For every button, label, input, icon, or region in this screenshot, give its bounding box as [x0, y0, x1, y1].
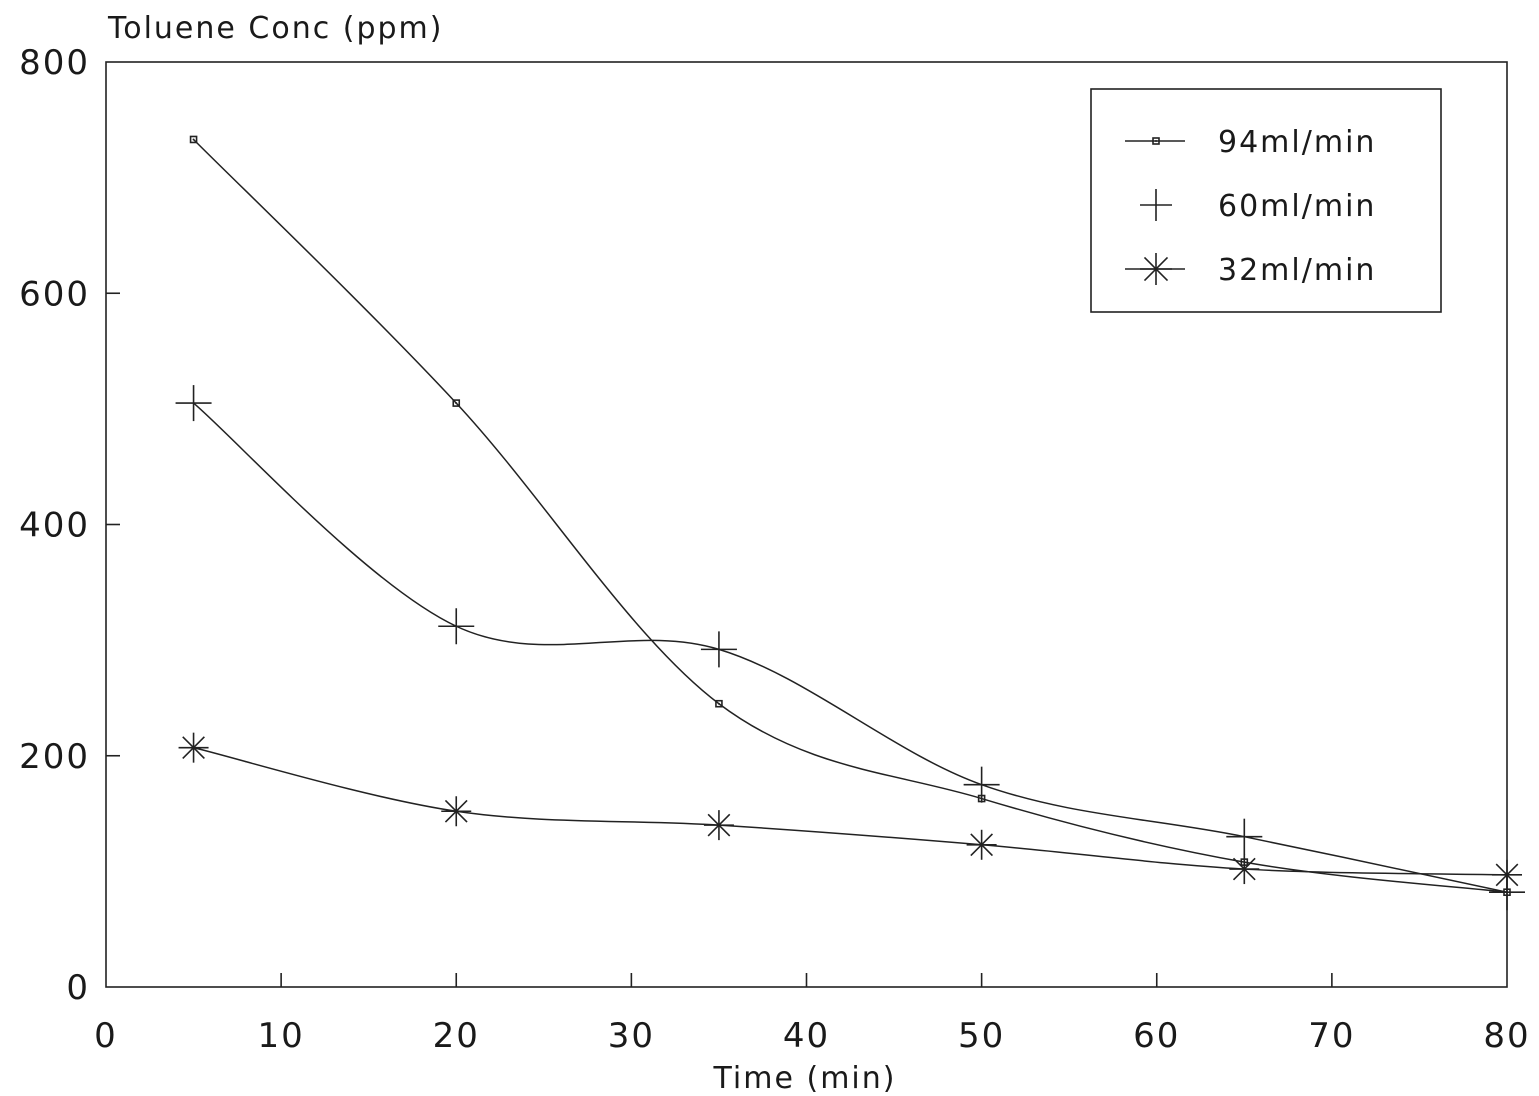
legend: 94ml/min 60ml/min 32ml/min: [1090, 88, 1442, 313]
data-point: [1226, 818, 1263, 855]
data-point: [1229, 854, 1260, 885]
x-tick-label: 40: [783, 1016, 830, 1056]
axis-ticks: [106, 292, 1333, 987]
series-group: [175, 135, 1525, 911]
y-tick-label: 200: [19, 737, 90, 777]
data-point: [189, 135, 198, 144]
data-point: [452, 399, 461, 407]
legend-box: [1090, 88, 1442, 313]
series-line: [193, 402, 1508, 893]
legend-items: 94ml/min 60ml/min 32ml/min: [1125, 125, 1376, 288]
series-60ml-min: [175, 385, 1525, 911]
series-32ml-min: [178, 732, 1522, 890]
legend-marker: [1140, 189, 1172, 221]
data-point: [175, 385, 212, 422]
series-line: [193, 746, 1508, 876]
y-tick-label: 400: [19, 506, 90, 546]
x-tick-label: 20: [433, 1016, 480, 1056]
legend-entry: 32ml/min: [1125, 253, 1376, 288]
legend-label: 60ml/min: [1218, 189, 1376, 224]
x-tick-label: 80: [1483, 1016, 1530, 1056]
data-point: [441, 796, 472, 827]
x-tick-label: 60: [1133, 1016, 1180, 1056]
data-point: [963, 766, 1000, 803]
x-tick-label: 50: [958, 1016, 1005, 1056]
data-point: [715, 699, 723, 708]
data-point: [700, 631, 737, 668]
legend-marker: [1140, 253, 1172, 285]
data-point: [438, 608, 475, 645]
legend-entry: 60ml/min: [1140, 189, 1376, 224]
y-tick-label: 800: [19, 43, 90, 83]
legend-marker: [1152, 137, 1160, 145]
y-axis-title: Toluene Conc (ppm): [107, 11, 443, 46]
x-tick-label: 10: [257, 1016, 304, 1056]
y-tick-label: 600: [19, 274, 90, 314]
legend-label: 94ml/min: [1218, 125, 1376, 160]
series-line: [193, 138, 1508, 893]
x-tick-label: 0: [94, 1016, 118, 1056]
data-point: [1492, 859, 1522, 890]
legend-label: 32ml/min: [1218, 253, 1376, 288]
data-point: [966, 829, 997, 860]
series-94ml-min: [189, 135, 1511, 896]
x-axis-title: Time (min): [713, 1061, 897, 1096]
x-tick-label: 30: [608, 1016, 655, 1056]
data-point: [178, 732, 209, 763]
legend-entry: 94ml/min: [1125, 125, 1376, 160]
y-tick-label: 0: [66, 968, 90, 1008]
x-tick-label: 70: [1308, 1016, 1355, 1056]
data-point: [703, 810, 734, 841]
